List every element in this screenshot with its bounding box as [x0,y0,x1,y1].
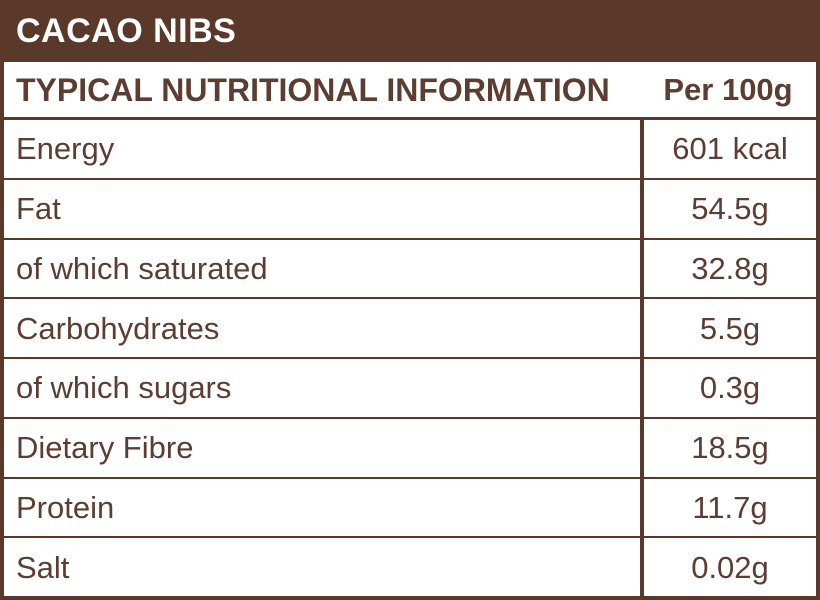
table-header-label: TYPICAL NUTRITIONAL INFORMATION [16,71,610,108]
nutrient-value: 18.5g [640,418,816,477]
nutrition-grid: TYPICAL NUTRITIONAL INFORMATION Per 100g… [0,62,820,600]
nutrient-rows: Energy 601 kcal Fat 54.5g of which satur… [4,120,816,596]
nutrient-value: 0.02g [640,538,816,596]
table-row-saturated: of which saturated 32.8g [4,239,816,300]
nutrient-label: of which sugars [16,370,232,406]
nutrient-label: of which saturated [16,250,268,286]
table-row-fibre: Dietary Fibre 18.5g [4,418,816,479]
nutrient-label: Salt [16,549,70,585]
nutrient-value: 601 kcal [640,120,816,178]
nutrient-label: Carbohydrates [16,310,220,346]
nutrient-label: Energy [16,131,115,167]
product-title: CACAO NIBS [16,12,237,50]
nutrient-value: 32.8g [640,239,816,298]
table-row-carbohydrates: Carbohydrates 5.5g [4,299,816,359]
nutrient-label: Protein [16,489,115,525]
table-row-sugars: of which sugars 0.3g [4,359,816,419]
nutrient-label: Fat [16,191,61,227]
table-header-row: TYPICAL NUTRITIONAL INFORMATION Per 100g [4,62,816,120]
table-header-unit: Per 100g [663,72,793,107]
nutrient-value: 11.7g [640,478,816,537]
nutrient-label: Dietary Fibre [16,430,194,466]
nutrient-value: 0.3g [640,359,816,417]
table-row-protein: Protein 11.7g [4,478,816,539]
table-row-salt: Salt 0.02g [4,538,816,596]
product-title-bar: CACAO NIBS [0,0,820,62]
nutrient-value: 5.5g [640,299,816,357]
table-row-fat: Fat 54.5g [4,179,816,240]
table-row-energy: Energy 601 kcal [4,120,816,180]
nutrient-value: 54.5g [640,179,816,238]
